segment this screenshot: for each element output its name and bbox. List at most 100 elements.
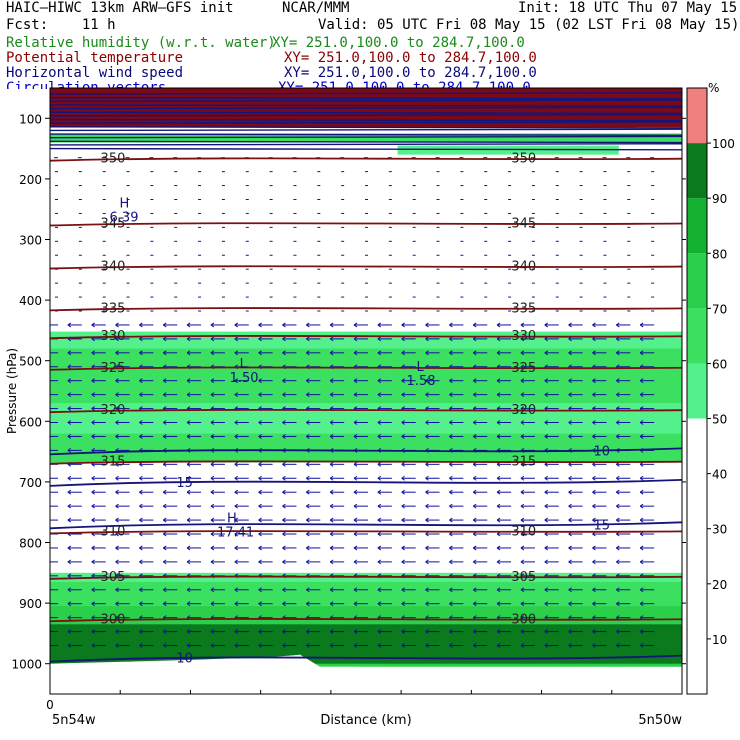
vector-arrowhead bbox=[115, 601, 119, 607]
vector-arrowhead bbox=[115, 420, 119, 425]
vector-arrowhead bbox=[139, 489, 143, 495]
vector-arrowhead bbox=[520, 503, 525, 509]
vector-arrowhead bbox=[449, 350, 453, 356]
vector-arrowhead bbox=[210, 559, 215, 565]
vector-arrowhead bbox=[91, 434, 95, 439]
vector-arrowhead bbox=[520, 629, 525, 634]
vector-arrowhead bbox=[568, 475, 572, 481]
valid-time: Valid: 05 UTC Fri 08 May 15 (02 LST Fri … bbox=[318, 17, 740, 33]
vector-arrowhead bbox=[162, 559, 167, 565]
theta-label-300-0: 300 bbox=[101, 612, 126, 627]
colorbar-tick-label-40: 40 bbox=[712, 468, 727, 482]
vector-arrowhead bbox=[91, 475, 95, 481]
vector-arrowhead bbox=[639, 629, 644, 634]
vector-arrowhead bbox=[401, 475, 405, 481]
theta-label-335-1: 335 bbox=[511, 301, 536, 316]
vector-arrowhead bbox=[401, 461, 405, 467]
y-tick-label-1000: 1000 bbox=[11, 658, 42, 672]
colorbar-swatch-100 bbox=[687, 88, 707, 144]
vector-arrowhead bbox=[592, 629, 596, 634]
vector-arrowhead bbox=[91, 503, 95, 509]
vector-arrowhead bbox=[44, 351, 47, 355]
vector-arrowhead bbox=[67, 447, 72, 453]
vector-arrowhead bbox=[44, 560, 47, 564]
y-tick-label-500: 500 bbox=[19, 355, 42, 369]
vector-arrowhead bbox=[282, 503, 286, 509]
marker-value-1: 1.50 bbox=[230, 371, 259, 386]
vector-arrowhead bbox=[258, 350, 262, 356]
theta-label-340-1: 340 bbox=[511, 260, 536, 275]
theta-contour-320 bbox=[50, 408, 682, 414]
vector-arrowhead bbox=[639, 587, 644, 593]
vector-arrowhead bbox=[377, 629, 382, 634]
vector-arrowhead bbox=[377, 559, 382, 565]
colorbar-swatch-50 bbox=[687, 363, 707, 419]
vector-arrowhead bbox=[616, 545, 620, 551]
marker-type-3: H bbox=[227, 511, 237, 526]
vector-arrowhead bbox=[162, 434, 167, 439]
vector-arrowhead bbox=[91, 545, 95, 551]
vector-arrowhead bbox=[115, 517, 119, 523]
vector-arrowhead bbox=[115, 587, 119, 593]
vector-arrowhead bbox=[544, 517, 549, 523]
vector-arrowhead bbox=[353, 489, 358, 495]
wind-label-2: 15 bbox=[594, 518, 611, 533]
vector-arrowhead bbox=[67, 517, 72, 523]
vector-arrowhead bbox=[353, 531, 358, 537]
vector-arrowhead bbox=[44, 504, 47, 508]
vector-arrowhead bbox=[162, 322, 167, 328]
vector-arrowhead bbox=[592, 475, 596, 481]
vector-arrowhead bbox=[162, 378, 167, 384]
vector-arrowhead bbox=[258, 475, 262, 481]
marker-type-2: L bbox=[417, 360, 425, 375]
theta-label-320-1: 320 bbox=[511, 403, 536, 418]
vector-arrowhead bbox=[44, 434, 47, 438]
theta-contours: 350 350 345 345 340 340 335 335 330 330 325 325 320 3… bbox=[50, 152, 682, 627]
vector-arrowhead bbox=[139, 643, 143, 648]
vector-arrowhead bbox=[210, 643, 215, 648]
vector-arrowhead bbox=[67, 601, 72, 607]
vector-arrowhead bbox=[44, 616, 47, 620]
vector-arrowhead bbox=[425, 392, 429, 398]
vector-arrowhead bbox=[401, 378, 405, 384]
vector-arrowhead bbox=[496, 601, 501, 607]
vector-arrowhead bbox=[258, 643, 262, 648]
vector-arrowhead bbox=[592, 545, 596, 551]
vector-arrowhead bbox=[282, 601, 286, 607]
vector-arrowhead bbox=[139, 559, 143, 565]
vector-arrowhead bbox=[282, 559, 286, 565]
vector-arrowhead bbox=[67, 503, 72, 509]
vector-arrowhead bbox=[544, 629, 549, 634]
vector-arrowhead bbox=[472, 517, 477, 523]
plot-frame bbox=[49, 87, 683, 695]
vector-arrowhead bbox=[258, 531, 262, 537]
theta-contour-350 bbox=[50, 157, 682, 162]
vector-arrowhead bbox=[472, 378, 477, 384]
theta-label-320-0: 320 bbox=[101, 403, 126, 418]
upper-band-line bbox=[50, 92, 682, 95]
field-name-vectors: Circulation vectors bbox=[6, 80, 167, 89]
field-xy-rh: XY= 251.0,100.0 to 284.7,100.0 bbox=[272, 35, 525, 51]
vector-arrowhead bbox=[425, 503, 429, 509]
colorbar-tick-label-80: 80 bbox=[712, 247, 727, 261]
theta-label-310-0: 310 bbox=[101, 524, 126, 539]
vector-arrowhead bbox=[210, 489, 215, 495]
vector-arrowhead bbox=[234, 475, 239, 481]
vector-arrowhead bbox=[568, 322, 572, 328]
vector-arrowhead bbox=[496, 587, 501, 593]
vector-arrowhead bbox=[329, 489, 334, 495]
vector-arrowhead bbox=[258, 587, 262, 593]
vector-arrowhead bbox=[472, 503, 477, 509]
vector-arrowhead bbox=[616, 601, 620, 607]
vector-arrowhead bbox=[139, 517, 143, 523]
vector-arrowhead bbox=[44, 490, 47, 494]
vector-arrowhead bbox=[520, 322, 525, 328]
vector-arrowhead bbox=[91, 629, 95, 634]
vector-arrowhead bbox=[44, 379, 47, 383]
vector-arrowhead bbox=[91, 420, 95, 425]
wind-contour-3 bbox=[50, 654, 682, 663]
vector-arrowhead bbox=[639, 559, 644, 565]
vector-arrowhead bbox=[67, 489, 72, 495]
vector-arrowhead bbox=[449, 643, 453, 648]
